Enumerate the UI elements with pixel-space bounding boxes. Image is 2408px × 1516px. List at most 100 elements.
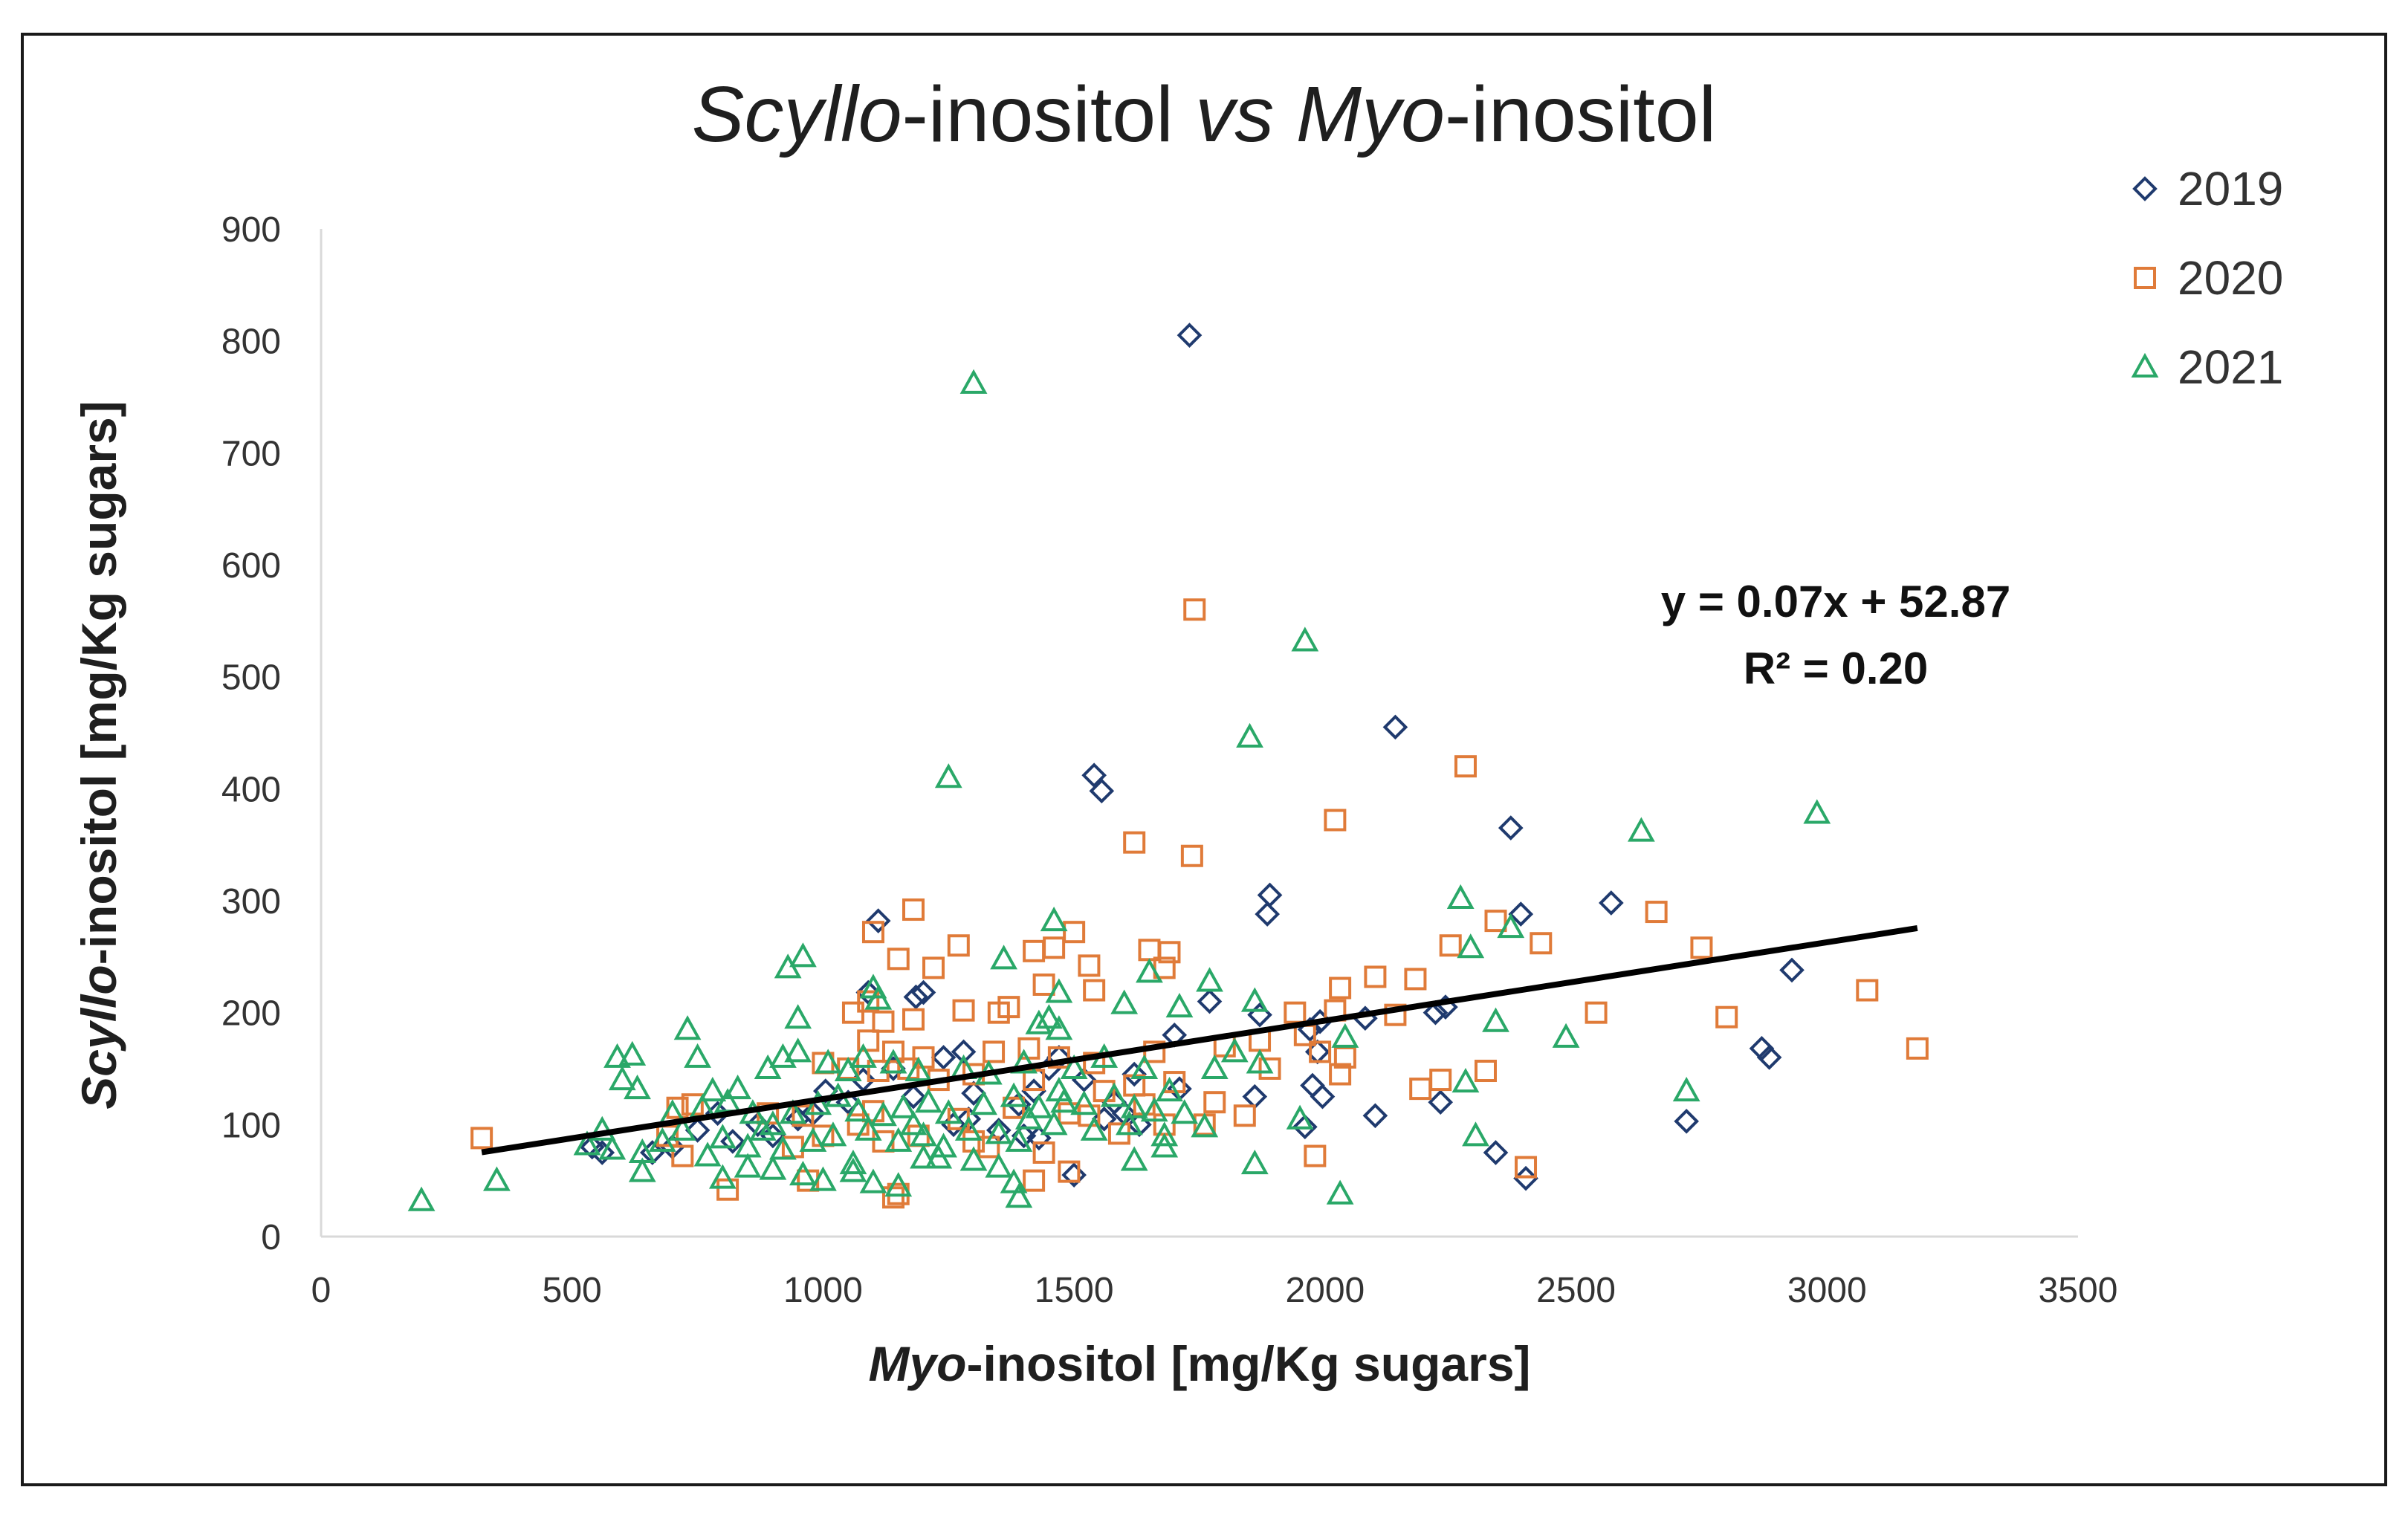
point-triangle: [1000, 1168, 1028, 1193]
point-diamond: [1089, 778, 1115, 804]
point-diamond: [901, 1083, 926, 1110]
chart-frame: [21, 33, 2387, 1486]
point-square: [922, 956, 945, 979]
point-square: [1043, 936, 1066, 959]
point-diamond: [1423, 1000, 1449, 1026]
point-diamond: [720, 1129, 745, 1154]
trendline-equation: y = 0.07x + 52.87: [1661, 577, 2010, 626]
point-triangle: [1110, 989, 1139, 1014]
x-tick-label: 1500: [1035, 1271, 1114, 1310]
point-diamond: [1122, 1061, 1148, 1087]
point-diamond: [579, 1134, 605, 1160]
point-triangle: [1014, 1104, 1043, 1130]
point-square: [470, 1127, 493, 1150]
point-triangle: [768, 1135, 797, 1160]
point-square: [1258, 1057, 1281, 1080]
point-triangle: [1156, 1077, 1183, 1102]
x-tick-label: 2500: [1536, 1271, 1616, 1310]
point-square: [1138, 939, 1161, 962]
point-triangle: [573, 1130, 601, 1156]
point-triangle: [864, 985, 893, 1010]
x-tick-label: 3000: [1787, 1271, 1867, 1310]
legend-label-2020: 2020: [2178, 251, 2283, 305]
point-diamond: [1508, 901, 1534, 927]
point-square: [977, 1136, 1000, 1159]
point-triangle: [859, 1168, 887, 1193]
series-2019: [579, 323, 1805, 1191]
point-diamond: [1310, 1083, 1336, 1110]
point-triangle: [1672, 1077, 1700, 1102]
point-square: [1123, 831, 1146, 854]
point-square: [1143, 1040, 1166, 1063]
y-tick-labels: 0 100 200 300 400 500 600 700 800 900: [221, 210, 281, 1257]
point-triangle: [1060, 1054, 1088, 1079]
point-triangle: [483, 1166, 511, 1191]
point-triangle: [799, 1127, 827, 1152]
point-triangle: [1482, 1007, 1509, 1032]
title-inositol-2: -inositol: [1445, 71, 1716, 158]
point-triangle: [1025, 1093, 1053, 1118]
point-square: [887, 948, 910, 971]
point-triangle: [708, 1164, 737, 1189]
chart-title: Scyllo-inositol vs Myo-inositol: [692, 71, 1716, 158]
point-triangle: [1136, 958, 1163, 983]
point-triangle: [1005, 1127, 1033, 1152]
point-triangle: [809, 1166, 837, 1191]
legend-label-2021: 2021: [2178, 340, 2283, 394]
point-square: [1063, 921, 1086, 944]
point-square: [1429, 1069, 1452, 1092]
y-tick-label: 600: [221, 546, 281, 586]
point-square: [1329, 976, 1352, 1000]
point-square: [1404, 968, 1427, 991]
x-tick-label: 2000: [1285, 1271, 1365, 1310]
point-square: [1284, 1001, 1307, 1024]
point-square: [1515, 1156, 1538, 1179]
point-square: [1364, 965, 1387, 988]
series-2021: [407, 369, 1831, 1211]
point-square: [716, 1178, 739, 1201]
point-diamond: [1081, 762, 1107, 788]
point-diamond: [1255, 901, 1281, 927]
point-triangle: [1240, 1149, 1269, 1175]
point-square: [902, 1008, 925, 1031]
x-tick-label: 1000: [783, 1271, 863, 1310]
point-triangle: [985, 1153, 1013, 1178]
point-triangle: [759, 1155, 787, 1180]
point-square: [1304, 1144, 1327, 1167]
point-square: [952, 999, 975, 1022]
point-diamond: [1177, 323, 1203, 348]
point-triangle: [1171, 1099, 1199, 1124]
point-square: [857, 1029, 880, 1052]
point-square: [1032, 1141, 1055, 1164]
point-triangle: [1080, 1115, 1108, 1141]
point-triangle: [779, 1099, 807, 1124]
trendline: [481, 925, 1918, 1156]
point-square: [1906, 1037, 1929, 1060]
point-square: [1690, 936, 1713, 959]
point-diamond: [903, 984, 929, 1010]
point-triangle: [1130, 1054, 1159, 1079]
title-vs: vs: [1195, 71, 1274, 158]
point-triangle: [879, 1049, 907, 1074]
point-diamond: [1428, 1089, 1454, 1115]
point-square: [1032, 974, 1055, 996]
point-triangle: [648, 1127, 676, 1152]
point-diamond: [1197, 988, 1223, 1014]
point-triangle: [1035, 1004, 1063, 1029]
point-square: [1333, 1046, 1356, 1069]
point-triangle: [608, 1065, 636, 1091]
point-square: [1384, 1003, 1407, 1026]
point-diamond: [684, 1118, 711, 1143]
point-square: [792, 1104, 815, 1127]
point-triangle: [1000, 1082, 1028, 1107]
point-diamond: [1483, 1140, 1509, 1165]
point-triangle: [789, 1161, 817, 1186]
point-triangle: [970, 1090, 997, 1115]
point-triangle: [673, 1015, 702, 1040]
point-triangle: [1070, 1090, 1098, 1115]
x-tick-label: 3500: [2039, 1271, 2118, 1310]
point-square: [1183, 598, 1206, 621]
point-triangle: [1191, 1112, 1219, 1138]
data-points: [407, 323, 1929, 1211]
point-triangle: [1165, 993, 1194, 1018]
